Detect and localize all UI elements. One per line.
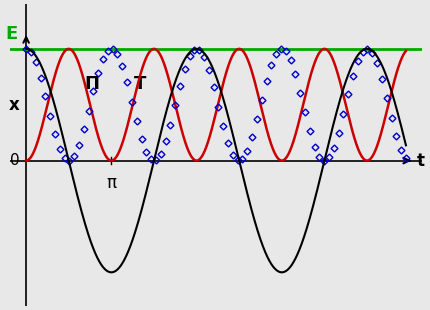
Text: E: E xyxy=(6,25,18,43)
Text: t: t xyxy=(417,152,425,170)
Text: x: x xyxy=(9,96,20,114)
Text: Π: Π xyxy=(84,75,99,93)
Text: T: T xyxy=(134,75,146,93)
Text: 0: 0 xyxy=(10,153,20,168)
Text: π: π xyxy=(106,174,117,192)
